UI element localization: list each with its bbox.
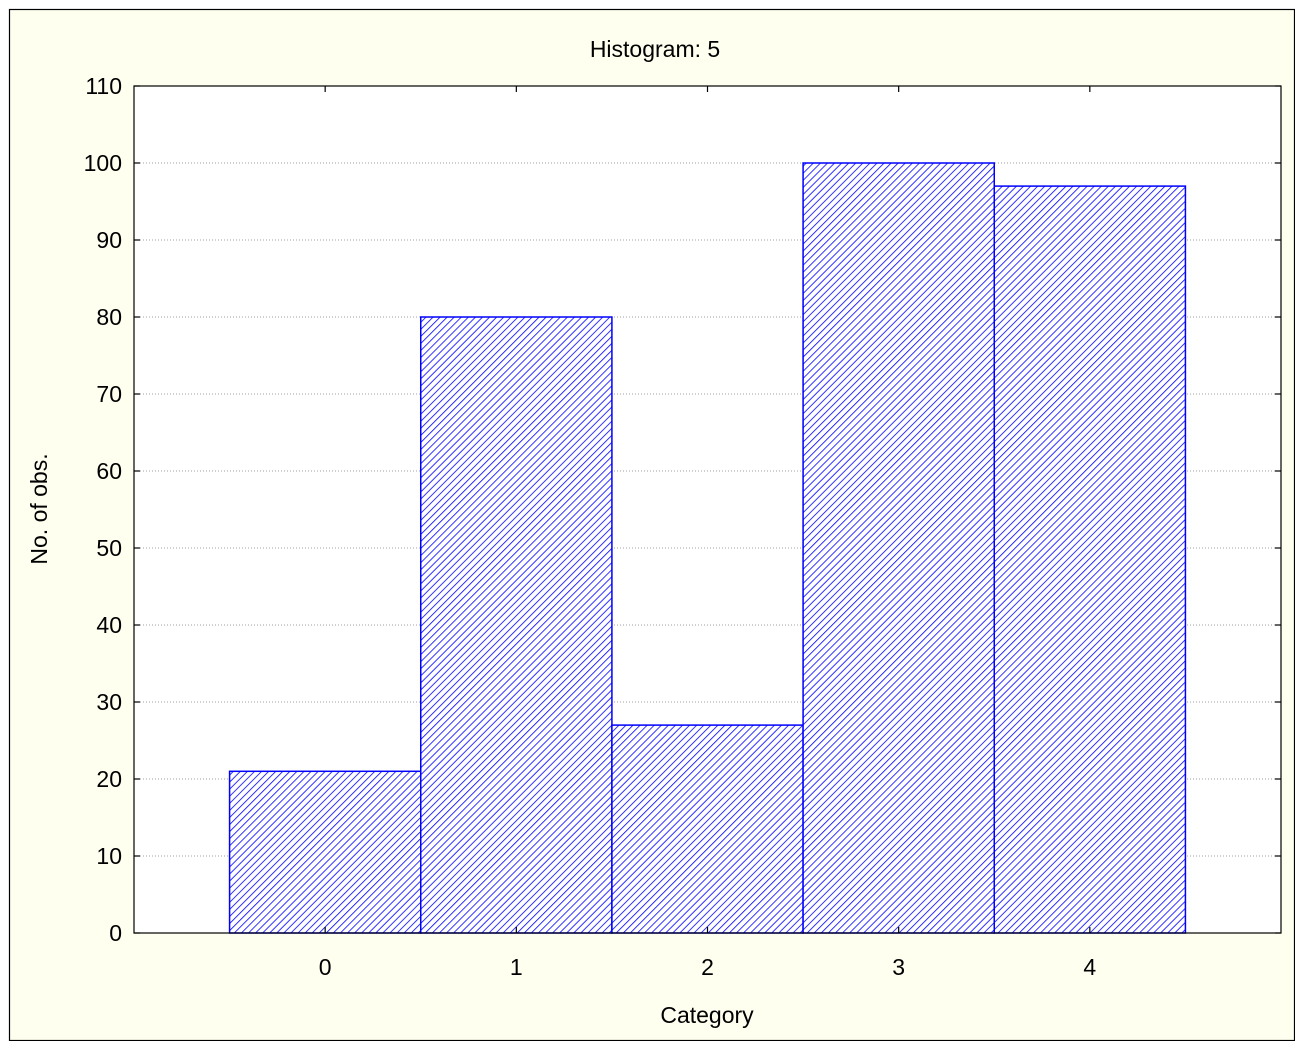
bar-2 <box>611 724 804 934</box>
x-axis-title: Category <box>660 1002 754 1028</box>
bar-0 <box>228 770 422 934</box>
axis-ticks <box>134 85 1281 934</box>
bar-1 <box>420 316 613 934</box>
ytick-label-30: 30 <box>96 689 122 715</box>
y-axis-title: No. of obs. <box>26 453 52 564</box>
ytick-label-40: 40 <box>96 612 122 638</box>
ytick-label-10: 10 <box>96 843 122 869</box>
xtick-label-2: 2 <box>701 954 714 980</box>
ytick-label-110: 110 <box>85 73 122 99</box>
chart-title: Histogram: 5 <box>590 36 720 62</box>
ytick-label-90: 90 <box>96 227 122 253</box>
bar-4 <box>993 185 1187 934</box>
xtick-label-0: 0 <box>319 954 332 980</box>
ytick-label-50: 50 <box>96 535 122 561</box>
bar-3 <box>802 162 995 934</box>
xtick-label-1: 1 <box>510 954 523 980</box>
xtick-label-4: 4 <box>1083 954 1096 980</box>
ytick-label-0: 0 <box>109 920 122 946</box>
ytick-label-80: 80 <box>96 304 122 330</box>
ytick-label-100: 100 <box>84 150 122 176</box>
bars <box>228 162 1187 934</box>
ytick-label-60: 60 <box>96 458 122 484</box>
xtick-label-3: 3 <box>892 954 905 980</box>
tick-labels: 0 10 20 30 40 50 60 70 80 90 100 110 0 1 2 3 4 <box>84 73 1097 980</box>
ytick-label-20: 20 <box>96 766 122 792</box>
ytick-label-70: 70 <box>96 381 122 407</box>
